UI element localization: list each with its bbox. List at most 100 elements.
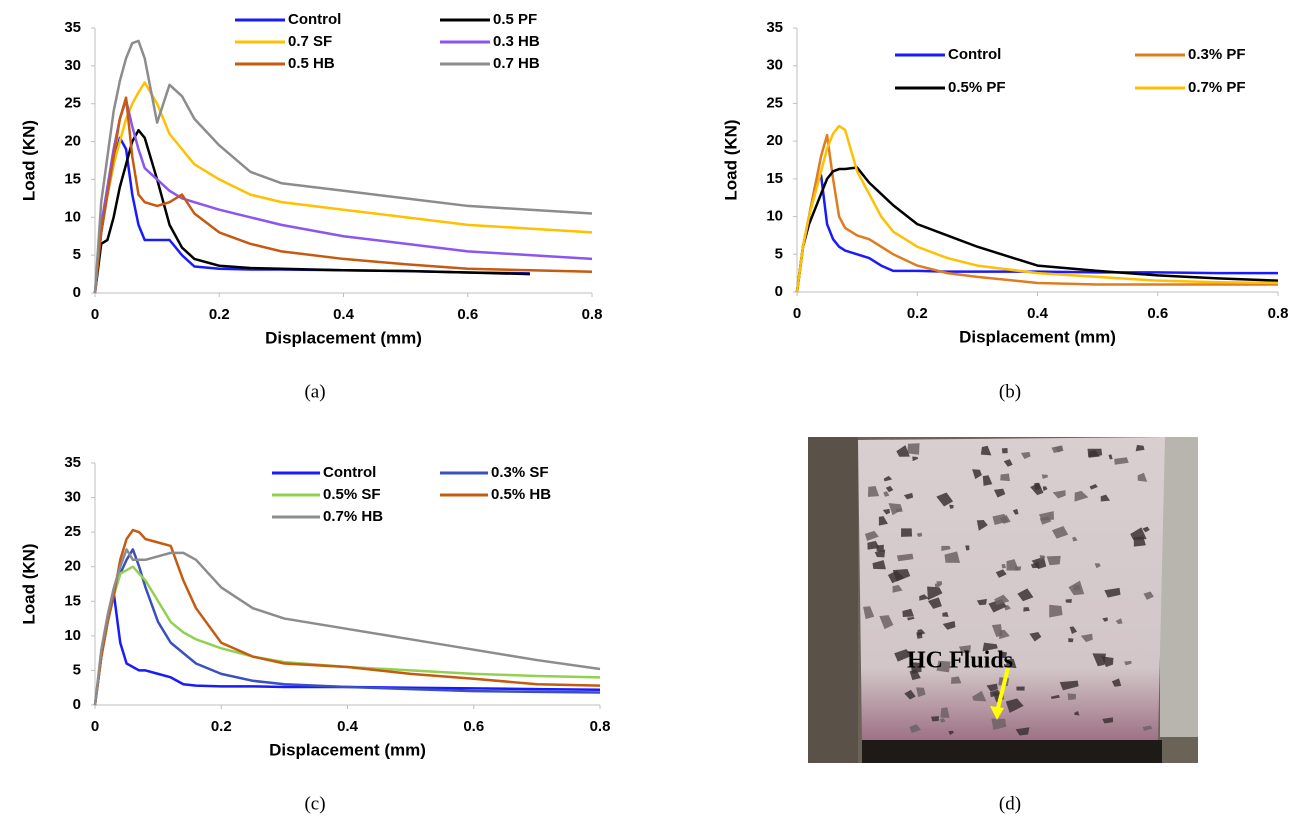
- aggregate: [1111, 678, 1122, 687]
- y-tick-label: 0: [775, 283, 783, 300]
- y-tick-label: 20: [64, 133, 81, 150]
- legend-label: 0.3 HB: [493, 33, 540, 50]
- x-tick-label: 0: [793, 305, 801, 322]
- aggregate: [888, 503, 903, 516]
- aggregate: [1059, 680, 1079, 691]
- aggregate: [883, 491, 890, 497]
- aggregate: [885, 485, 894, 493]
- aggregate: [1046, 555, 1061, 566]
- aggregate: [887, 570, 905, 584]
- aggregate: [916, 687, 926, 698]
- legend-label: 0.7% HB: [323, 508, 383, 525]
- aggregate: [1087, 448, 1103, 458]
- y-tick-label: 25: [64, 95, 81, 112]
- series-line: [795, 133, 1278, 293]
- aggregate: [934, 582, 941, 588]
- aggregate: [1089, 484, 1098, 490]
- legend-label: 0.3% SF: [491, 464, 549, 481]
- aggregate: [992, 513, 1009, 526]
- aggregate: [895, 508, 903, 513]
- aggregate: [941, 545, 951, 551]
- legend-label: 0.3% PF: [1188, 46, 1246, 63]
- x-tick-label: 0: [91, 306, 99, 323]
- aggregate: [1067, 693, 1077, 701]
- aggregate: [1069, 626, 1078, 635]
- x-tick-label: 0.2: [907, 305, 928, 322]
- legend-label: Control: [323, 464, 376, 481]
- y-tick-label: 20: [766, 132, 783, 149]
- series-line: [795, 166, 1279, 293]
- y-tick-label: 30: [64, 489, 81, 506]
- aggregate: [1094, 563, 1101, 569]
- aggregate: [1020, 451, 1031, 459]
- aggregate: [1001, 448, 1008, 454]
- aggregate: [1015, 727, 1030, 736]
- caption: (a): [304, 381, 325, 402]
- aggregate: [1039, 511, 1054, 521]
- aggregate: [1050, 694, 1060, 700]
- aggregate: [903, 492, 914, 500]
- x-tick-label: 0.4: [337, 718, 359, 735]
- aggregate: [1000, 473, 1010, 482]
- y-tick-label: 35: [64, 454, 81, 471]
- legend-label: 0.5% HB: [491, 486, 551, 503]
- y-tick-label: 5: [73, 246, 81, 263]
- aggregate: [1143, 591, 1154, 600]
- aggregate: [948, 730, 954, 735]
- aggregate: [863, 606, 875, 620]
- series-line: [93, 548, 601, 706]
- x-axis-label: Displacement (mm): [959, 327, 1116, 346]
- aggregate: [1080, 633, 1093, 643]
- y-tick-label: 30: [64, 57, 81, 74]
- aggregate: [942, 620, 956, 630]
- aggregate: [1012, 508, 1019, 515]
- aggregate: [1108, 454, 1113, 460]
- aggregate: [1092, 653, 1106, 667]
- series-line: [93, 593, 601, 706]
- aggregate: [1049, 604, 1063, 618]
- aggregate: [1003, 459, 1013, 467]
- x-axis-label: Displacement (mm): [269, 740, 426, 759]
- aggregate: [894, 649, 912, 662]
- aggregate: [980, 445, 992, 456]
- aggregate: [976, 520, 988, 531]
- legend-label: 0.7% PF: [1188, 79, 1246, 96]
- aggregate: [942, 611, 949, 617]
- aggregate: [1135, 444, 1145, 452]
- aggregate: [917, 629, 926, 636]
- y-tick-label: 10: [64, 208, 81, 225]
- x-tick-label: 0.2: [211, 718, 232, 735]
- aggregate: [989, 689, 1002, 698]
- aggregate: [1000, 651, 1008, 659]
- aggregate: [900, 528, 913, 537]
- x-tick-label: 0: [91, 718, 99, 735]
- aggregate: [1031, 556, 1047, 570]
- aggregate: [982, 642, 998, 652]
- aggregate: [940, 718, 946, 723]
- aggregate: [976, 598, 987, 606]
- legend-label: Control: [288, 11, 341, 28]
- aggregate: [864, 530, 879, 541]
- aggregate: [1016, 686, 1025, 691]
- aggregate: [936, 492, 954, 507]
- y-tick-label: 10: [766, 208, 783, 225]
- aggregate: [936, 581, 943, 587]
- photo-label: HC Fluids: [907, 648, 1013, 674]
- y-tick-label: 15: [64, 170, 81, 187]
- aggregate: [896, 553, 914, 562]
- caption: (c): [304, 793, 325, 814]
- series-line: [795, 124, 1279, 293]
- aggregate: [1124, 660, 1132, 666]
- aggregate: [949, 504, 954, 509]
- aggregate: [993, 488, 1006, 498]
- aggregate: [1065, 598, 1072, 603]
- aggregate: [1001, 563, 1006, 569]
- aggregate: [958, 645, 971, 654]
- arrow-head: [990, 706, 1004, 720]
- aggregate: [1102, 717, 1114, 724]
- aggregate: [1100, 494, 1111, 502]
- aggregate: [872, 560, 886, 570]
- aggregate: [878, 516, 888, 526]
- series-line: [93, 98, 593, 294]
